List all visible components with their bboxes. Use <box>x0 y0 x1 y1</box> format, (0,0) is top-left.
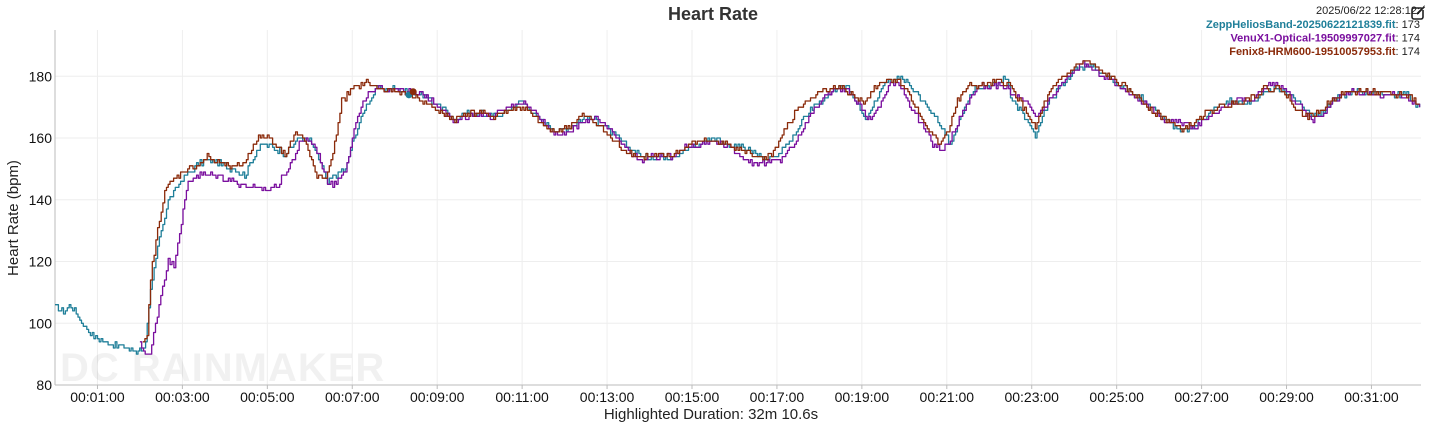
y-tick-labels: 80 100 120 140 160 180 <box>29 68 53 393</box>
x-tick-label-9: 00:19:00 <box>835 389 890 405</box>
series-markers <box>405 88 417 99</box>
x-tick-label-10: 00:21:00 <box>920 389 975 405</box>
x-tick-label-6: 00:13:00 <box>580 389 635 405</box>
watermark-text: DC RAINMAKER <box>60 346 385 390</box>
y-tick-label-4: 160 <box>29 130 53 146</box>
x-tick-label-8: 00:17:00 <box>750 389 805 405</box>
x-tick-label-2: 00:05:00 <box>240 389 295 405</box>
x-tick-label-4: 00:09:00 <box>410 389 465 405</box>
legend-series-name: VenuX1-Optical-19509997027.fit <box>1230 33 1395 45</box>
x-tick-label-0: 00:01:00 <box>70 389 125 405</box>
y-axis-label: Heart Rate (bpm) <box>5 160 22 276</box>
x-tick-label-3: 00:07:00 <box>325 389 380 405</box>
x-axis-label: Highlighted Duration: 32m 10.6s <box>604 406 818 423</box>
chart-title: Heart Rate <box>668 4 758 24</box>
axes <box>54 30 1421 386</box>
series-line-fenix <box>142 60 1420 343</box>
series-line-venu <box>139 60 1421 355</box>
x-tick-label-15: 00:31:00 <box>1344 389 1399 405</box>
legend-series-value: : 174 <box>1396 33 1420 45</box>
legend-series-value: : 174 <box>1396 46 1420 58</box>
x-tick-label-7: 00:15:00 <box>665 389 720 405</box>
grid <box>55 30 1421 386</box>
legend-series-name: ZeppHeliosBand-20250622121839.fit <box>1206 19 1396 31</box>
x-tick-label-11: 00:23:00 <box>1004 389 1059 405</box>
edit-icon[interactable] <box>1411 5 1427 20</box>
x-tick-label-14: 00:29:00 <box>1259 389 1314 405</box>
series-line-zepp <box>55 63 1421 355</box>
x-tick-label-5: 00:11:00 <box>495 389 549 405</box>
legend-timestamp: 2025/06/22 12:28:12: <box>1316 5 1420 17</box>
series-marker-fenix <box>409 88 417 96</box>
y-tick-label-0: 80 <box>36 377 52 393</box>
legend: 2025/06/22 12:28:12: ZeppHeliosBand-2025… <box>1206 5 1420 58</box>
x-tick-labels: 00:01:00 00:03:00 00:05:00 00:07:00 00:09:00… <box>70 385 1399 405</box>
y-tick-label-5: 180 <box>29 68 53 84</box>
y-tick-label-1: 100 <box>29 315 53 331</box>
x-tick-label-12: 00:25:00 <box>1089 389 1144 405</box>
legend-item-fenix: Fenix8-HRM600-19510057953.fit: 174 <box>1229 46 1420 58</box>
legend-item-zepp: ZeppHeliosBand-20250622121839.fit: 173 <box>1206 19 1420 31</box>
series-lines <box>55 60 1421 355</box>
legend-item-venu: VenuX1-Optical-19509997027.fit: 174 <box>1230 33 1420 45</box>
x-tick-label-1: 00:03:00 <box>155 389 210 405</box>
y-tick-label-2: 120 <box>29 254 53 270</box>
x-tick-label-13: 00:27:00 <box>1174 389 1229 405</box>
legend-series-name: Fenix8-HRM600-19510057953.fit <box>1229 46 1396 58</box>
y-tick-label-3: 140 <box>29 192 53 208</box>
legend-series-value: : 173 <box>1396 19 1420 31</box>
